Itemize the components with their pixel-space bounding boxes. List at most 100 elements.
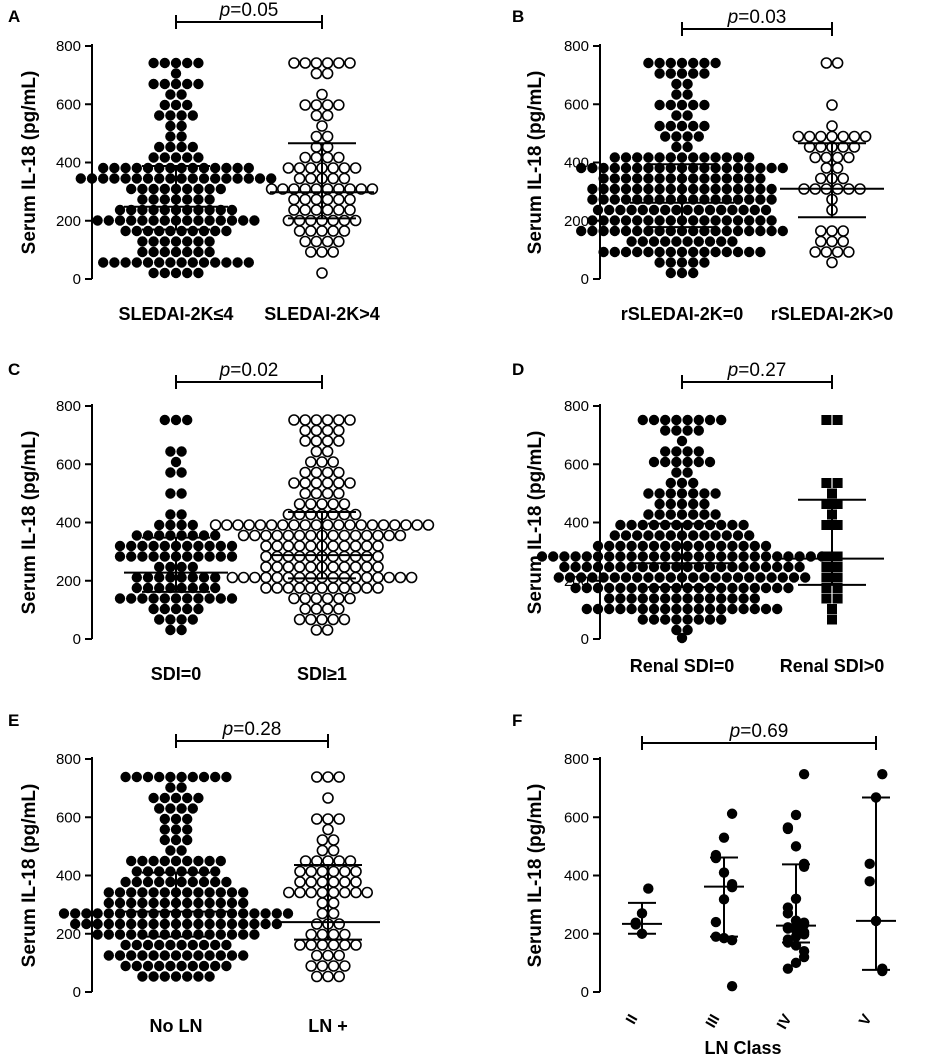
data-point — [148, 971, 159, 982]
data-point — [333, 970, 346, 983]
data-point — [193, 887, 204, 898]
data-point — [637, 519, 648, 531]
data-point — [221, 162, 232, 174]
data-point — [832, 415, 843, 425]
data-point — [632, 183, 643, 195]
data-point — [159, 194, 170, 205]
data-point — [831, 162, 844, 174]
data-point — [654, 530, 665, 541]
data-point — [282, 162, 295, 174]
data-point — [809, 246, 822, 258]
data-point — [98, 257, 109, 268]
data-point — [165, 561, 176, 573]
data-point — [803, 130, 816, 143]
data-point — [676, 99, 688, 111]
data-point — [221, 771, 232, 783]
data-point — [165, 173, 176, 184]
data-point — [114, 204, 126, 216]
data-point — [327, 876, 340, 888]
data-point — [693, 593, 704, 604]
data-point — [372, 561, 384, 573]
data-point — [676, 509, 688, 520]
data-point — [749, 593, 760, 604]
data-point — [332, 204, 345, 216]
data-point — [788, 572, 800, 583]
data-point — [732, 194, 744, 205]
data-point — [790, 809, 802, 821]
data-point — [716, 603, 727, 615]
data-point — [215, 855, 226, 867]
data-point — [176, 561, 187, 573]
data-point — [716, 414, 727, 426]
data-point — [260, 918, 271, 930]
data-point — [148, 908, 159, 919]
data-point — [182, 246, 193, 258]
data-point — [327, 865, 340, 878]
y-tick-label: 200 — [56, 573, 81, 590]
data-point — [349, 550, 362, 563]
data-point — [109, 257, 120, 268]
data-point — [760, 582, 772, 594]
data-point — [114, 540, 126, 552]
data-point — [832, 572, 843, 583]
data-point — [322, 792, 334, 804]
data-point — [615, 519, 626, 531]
data-point — [170, 593, 182, 604]
data-point — [682, 110, 693, 121]
data-point — [626, 561, 637, 573]
data-point — [299, 424, 312, 437]
data-point — [338, 508, 351, 521]
data-point — [732, 572, 744, 583]
data-point — [170, 152, 182, 163]
data-point — [798, 929, 810, 940]
data-point — [148, 929, 159, 940]
y-tick-label: 0 — [581, 271, 589, 288]
data-point — [744, 215, 755, 226]
data-point — [727, 551, 738, 562]
data-point — [598, 215, 609, 226]
group-2 — [780, 415, 884, 625]
data-point — [148, 236, 159, 247]
data-point — [148, 593, 159, 604]
data-point — [688, 57, 699, 69]
panel-a: A Serum IL-18 (pg/mL) 0 200 400 600 800 p=0.05 S… — [8, 0, 380, 324]
data-point — [344, 477, 356, 489]
data-point — [338, 214, 351, 227]
data-point — [755, 183, 766, 195]
data-point — [682, 78, 693, 90]
data-point — [232, 519, 244, 531]
data-point — [182, 236, 193, 247]
data-point — [536, 551, 548, 562]
data-point — [176, 89, 187, 100]
data-point — [182, 855, 193, 867]
data-point — [693, 561, 704, 573]
data-point — [570, 551, 581, 562]
data-point — [271, 908, 282, 919]
data-point — [604, 582, 615, 594]
data-point — [271, 561, 284, 573]
data-point — [304, 508, 317, 521]
data-point — [210, 876, 221, 888]
data-point — [693, 614, 704, 625]
data-point — [221, 876, 232, 888]
data-point — [688, 99, 699, 111]
data-point — [131, 257, 142, 268]
data-point — [176, 530, 187, 541]
data-point — [182, 971, 193, 982]
data-point — [321, 67, 334, 80]
data-point — [718, 932, 730, 944]
data-point — [204, 855, 215, 867]
data-point — [176, 120, 187, 132]
data-point — [137, 194, 148, 205]
data-point — [310, 477, 323, 489]
x-tick-label: rSLEDAI-2K>0 — [771, 304, 894, 324]
data-point — [293, 561, 306, 573]
data-point — [327, 246, 340, 258]
data-point — [671, 110, 682, 121]
data-point — [165, 120, 176, 132]
x-tick-label: SDI=0 — [151, 664, 202, 684]
data-point — [820, 57, 833, 69]
data-point — [293, 613, 306, 626]
data-point — [293, 162, 306, 174]
